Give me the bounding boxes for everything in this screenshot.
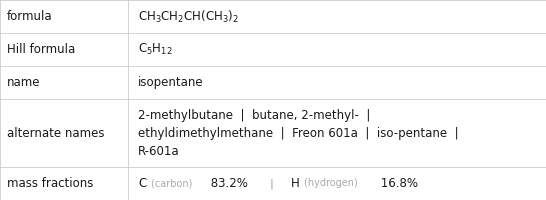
Text: H: H	[291, 177, 300, 190]
Text: (hydrogen): (hydrogen)	[302, 178, 360, 188]
Text: mass fractions: mass fractions	[7, 177, 93, 190]
Text: |: |	[260, 178, 284, 189]
Text: 2-methylbutane  |  butane, 2-methyl-  |
ethyldimethylmethane  |  Freon 601a  |  : 2-methylbutane | butane, 2-methyl- | eth…	[138, 109, 459, 158]
Text: formula: formula	[7, 10, 53, 23]
Text: 16.8%: 16.8%	[377, 177, 418, 190]
Text: alternate names: alternate names	[7, 127, 105, 140]
Text: $\mathregular{CH_3CH_2CH(CH_3)_2}$: $\mathregular{CH_3CH_2CH(CH_3)_2}$	[138, 8, 239, 25]
Text: 83.2%: 83.2%	[207, 177, 248, 190]
Text: (carbon): (carbon)	[149, 178, 194, 188]
Text: Hill formula: Hill formula	[7, 43, 75, 56]
Text: isopentane: isopentane	[138, 76, 204, 89]
Text: $\mathregular{C_5H_{12}}$: $\mathregular{C_5H_{12}}$	[138, 42, 173, 57]
Text: C: C	[138, 177, 146, 190]
Text: name: name	[7, 76, 40, 89]
